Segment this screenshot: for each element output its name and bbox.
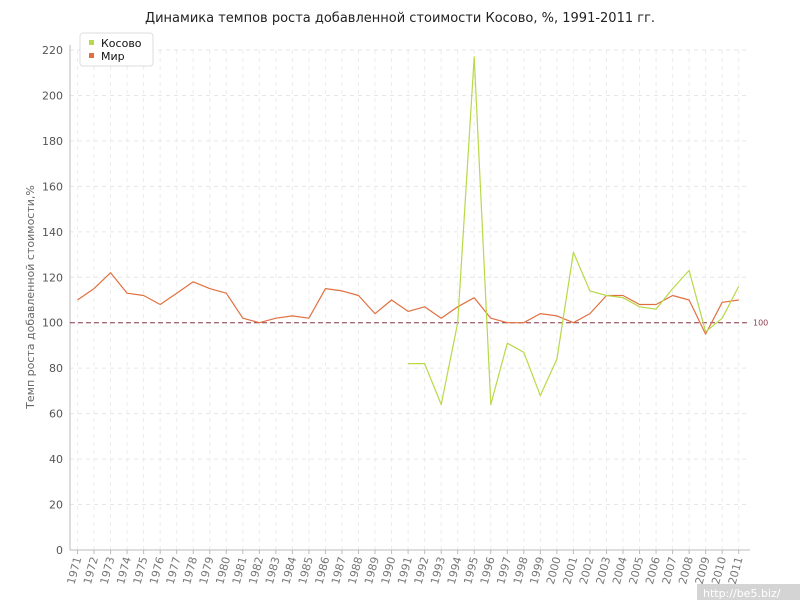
y-tick-label: 200 (42, 89, 63, 102)
legend-label-world: Мир (101, 50, 125, 63)
y-tick-label: 220 (42, 44, 63, 57)
legend-label-kosovo: Косово (101, 37, 142, 50)
x-tick-label: 2011 (726, 555, 746, 585)
y-tick-label: 120 (42, 271, 63, 284)
y-tick-label: 100 (42, 317, 63, 330)
series-group (77, 56, 740, 406)
y-tick-label: 160 (42, 180, 63, 193)
y-axis-label: Темп роста добавленной стоимости,% (24, 185, 37, 410)
y-tick-label: 40 (49, 453, 63, 466)
legend: Косово Мир (79, 32, 154, 67)
reference-line-group: 100 (70, 319, 768, 328)
legend-swatch-world (89, 53, 94, 58)
x-axis-ticks: 1971197219731974197519761977197819791980… (65, 550, 746, 586)
y-tick-label: 180 (42, 135, 63, 148)
series-line-kosovo (408, 56, 740, 406)
reference-line-label: 100 (753, 319, 768, 328)
watermark-text: http://be5.biz/ (703, 587, 781, 600)
watermark: http://be5.biz/ (697, 584, 800, 600)
legend-swatch-kosovo (89, 40, 94, 45)
chart-title: Динамика темпов роста добавленной стоимо… (145, 11, 655, 26)
y-tick-label: 0 (56, 544, 63, 557)
gridlines (70, 49, 750, 550)
y-tick-label: 20 (49, 499, 63, 512)
y-axis-ticks: 0 20 40 60 80 100 120 140 160 180 200 220 (42, 44, 63, 557)
axes (69, 45, 750, 551)
watermark-bg (697, 584, 800, 600)
series-line-world (77, 272, 739, 335)
y-tick-label: 80 (49, 362, 63, 375)
legend-box (79, 32, 154, 67)
y-tick-label: 60 (49, 408, 63, 421)
y-tick-label: 140 (42, 226, 63, 239)
